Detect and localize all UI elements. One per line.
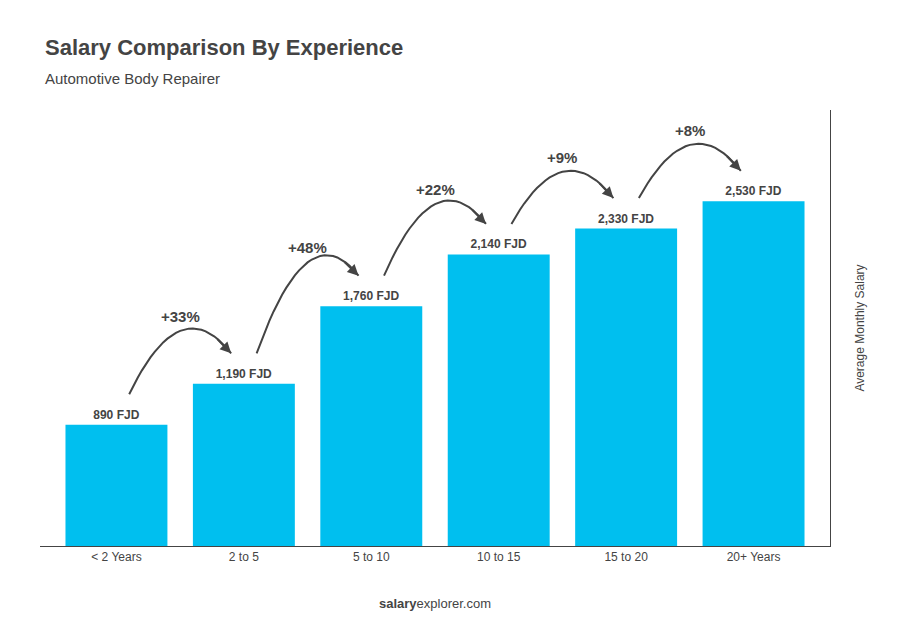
svg-text:2,330 FJD: 2,330 FJD [598, 212, 654, 226]
svg-text:890 FJD: 890 FJD [93, 408, 139, 422]
svg-text:+8%: +8% [675, 122, 705, 139]
svg-text:2,140 FJD: 2,140 FJD [471, 237, 527, 251]
svg-text:10 to 15: 10 to 15 [477, 550, 521, 564]
svg-text:2 to 5: 2 to 5 [229, 550, 259, 564]
svg-text:20+ Years: 20+ Years [727, 550, 781, 564]
svg-text:< 2 Years: < 2 Years [91, 550, 141, 564]
svg-text:salaryexplorer.com: salaryexplorer.com [379, 596, 491, 611]
svg-text:5 to 10: 5 to 10 [353, 550, 390, 564]
svg-text:+33%: +33% [161, 308, 200, 325]
svg-text:15 to 20: 15 to 20 [604, 550, 648, 564]
svg-text:+9%: +9% [547, 149, 577, 166]
svg-text:+22%: +22% [416, 181, 455, 198]
svg-text:Salary Comparison By Experienc: Salary Comparison By Experience [45, 35, 403, 60]
svg-text:+48%: +48% [288, 239, 327, 256]
svg-text:2,530 FJD: 2,530 FJD [725, 184, 781, 198]
svg-text:1,190 FJD: 1,190 FJD [216, 367, 272, 381]
svg-text:1,760 FJD: 1,760 FJD [343, 289, 399, 303]
svg-text:Automotive Body Repairer: Automotive Body Repairer [45, 70, 220, 87]
svg-text:Average Monthly Salary: Average Monthly Salary [853, 264, 867, 391]
